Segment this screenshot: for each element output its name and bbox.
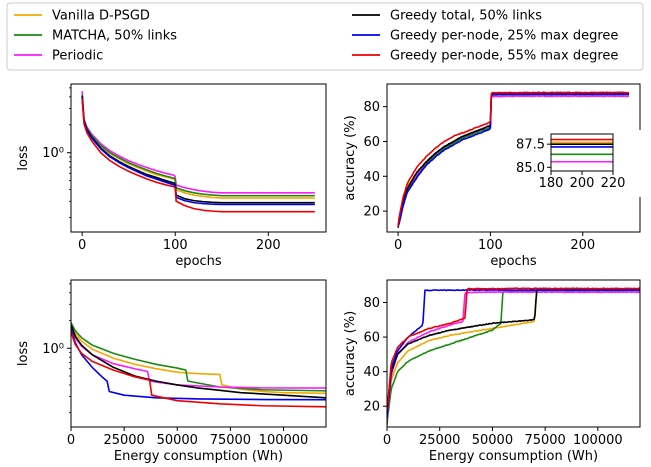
legend: Vanilla D-PSGD MATCHA, 50% links Periodic G… [6, 2, 644, 71]
series-line-matcha-50-links [387, 289, 640, 426]
x-tick-label: 100 [478, 238, 503, 253]
legend-entry-matcha-50-links: MATCHA, 50% links [14, 29, 177, 44]
y-tick-label: 40 [363, 170, 380, 185]
x-tick-label: 200 [256, 238, 281, 253]
series-line-periodic [387, 290, 640, 421]
series-line-greedy-total-50-links [71, 324, 326, 399]
legend-frame [6, 2, 644, 71]
y-tick-label: 60 [363, 135, 380, 150]
inset-accuracy-zoom: 180 200 220 85.0 87.5 [516, 130, 651, 197]
x-tick-label: 100000 [573, 433, 623, 448]
inset-y-tick-label: 85.0 [516, 161, 545, 176]
x-tick-label: 0 [394, 238, 402, 253]
legend-label: MATCHA, 50% links [52, 29, 177, 44]
series-line-greedy-per-node-55-max-degree [397, 91, 630, 227]
series-line-vanilla-d-psgd [71, 324, 326, 395]
series-group [81, 91, 315, 213]
legend-entry-vanilla-d-psgd: Vanilla D-PSGD [14, 9, 150, 24]
legend-entry-greedy-per-node-25-max-degree: Greedy per-node, 25% max degree [352, 29, 618, 44]
inset-x-tick-label: 220 [601, 176, 626, 191]
series-line-periodic [81, 91, 315, 194]
legend-entry-greedy-per-node-55-max-degree: Greedy per-node, 55% max degree [352, 49, 618, 64]
series-line-vanilla-d-psgd [81, 96, 315, 199]
x-tick-label: 100000 [259, 433, 309, 448]
panel-loss-vs-energy: 0 25000 50000 75000 100000 10⁰ Energy consumpt… [16, 279, 327, 464]
series-group [397, 91, 630, 228]
y-tick-label: 10⁰ [42, 342, 64, 357]
x-tick-label: 0 [67, 433, 75, 448]
x-tick-label: 0 [78, 238, 86, 253]
y-tick-label: 20 [363, 205, 380, 220]
series-line-greedy-per-node-55-max-degree [387, 287, 640, 411]
x-tick-label: 25000 [103, 433, 144, 448]
y-tick-label: 80 [363, 100, 380, 115]
panel-accuracy-vs-energy: 0 25000 50000 75000 100000 20 40 60 80 Energy con… [343, 279, 641, 464]
axes-frame [70, 83, 327, 233]
series-line-greedy-per-node-25-max-degree [397, 92, 630, 226]
y-axis-label: loss [16, 341, 31, 366]
series-line-greedy-total-50-links [387, 288, 640, 416]
series-line-greedy-per-node-55-max-degree [71, 331, 326, 408]
series-line-greedy-total-50-links [81, 95, 315, 204]
legend-label: Greedy per-node, 25% max degree [390, 29, 618, 44]
y-tick-label: 20 [363, 400, 380, 415]
legend-label: Greedy total, 50% links [390, 9, 542, 24]
inset-y-tick-label: 87.5 [516, 138, 545, 153]
y-tick-label: 10⁰ [42, 146, 64, 161]
series-line-periodic [71, 326, 326, 389]
x-axis-label: Energy consumption (Wh) [429, 449, 598, 464]
series-line-greedy-per-node-25-max-degree [81, 97, 315, 206]
axes-frame [70, 279, 327, 428]
legend-entry-greedy-total-50-links: Greedy total, 50% links [352, 9, 542, 24]
x-axis-label: Energy consumption (Wh) [114, 449, 283, 464]
x-tick-label: 75000 [524, 433, 565, 448]
x-axis-label: epochs [490, 254, 537, 269]
series-line-vanilla-d-psgd [387, 288, 640, 422]
x-axis-label: epochs [175, 254, 222, 269]
x-tick-label: 75000 [210, 433, 251, 448]
x-tick-label: 200 [570, 238, 595, 253]
series-line-matcha-50-links [81, 94, 315, 197]
axes-frame [386, 279, 641, 428]
y-tick-label: 80 [363, 296, 380, 311]
x-tick-label: 0 [383, 433, 391, 448]
legend-label: Vanilla D-PSGD [52, 9, 150, 24]
legend-label: Greedy per-node, 55% max degree [390, 49, 618, 64]
x-tick-label: 100 [163, 238, 188, 253]
legend-label: Periodic [52, 49, 103, 64]
inset-x-tick-label: 180 [539, 176, 564, 191]
x-tick-label: 50000 [472, 433, 513, 448]
y-tick-label: 60 [363, 331, 380, 346]
x-tick-label: 50000 [157, 433, 198, 448]
y-axis-label: loss [16, 145, 31, 170]
y-tick-label: 40 [363, 365, 380, 380]
legend-entry-periodic: Periodic [14, 49, 103, 64]
series-group [387, 287, 640, 426]
panel-accuracy-vs-epochs: 0 100 200 20 40 60 80 epochs accuracy (%) [343, 83, 641, 269]
series-line-greedy-per-node-55-max-degree [81, 98, 315, 213]
inset-x-tick-label: 200 [570, 176, 595, 191]
series-group [71, 322, 326, 408]
x-tick-label: 25000 [419, 433, 460, 448]
panel-loss-vs-epochs: 0 100 200 10⁰ epochs loss [16, 83, 327, 269]
y-axis-label: accuracy (%) [343, 311, 358, 396]
series-line-greedy-per-node-25-max-degree [387, 288, 640, 419]
y-axis-label: accuracy (%) [343, 115, 358, 200]
